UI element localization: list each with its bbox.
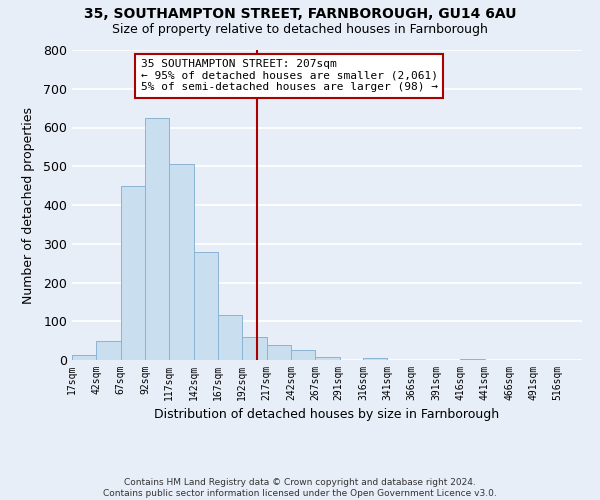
X-axis label: Distribution of detached houses by size in Farnborough: Distribution of detached houses by size …	[154, 408, 500, 422]
Text: 35, SOUTHAMPTON STREET, FARNBOROUGH, GU14 6AU: 35, SOUTHAMPTON STREET, FARNBOROUGH, GU1…	[84, 8, 516, 22]
Y-axis label: Number of detached properties: Number of detached properties	[22, 106, 35, 304]
Bar	[97, 340, 121, 360]
Bar	[460, 359, 485, 360]
Bar	[121, 186, 145, 360]
Bar	[291, 350, 316, 360]
Bar	[363, 358, 388, 360]
Bar	[218, 314, 242, 360]
Bar	[72, 356, 97, 360]
Bar	[169, 164, 194, 360]
Bar	[316, 357, 340, 360]
Bar	[242, 337, 266, 360]
Text: 35 SOUTHAMPTON STREET: 207sqm
← 95% of detached houses are smaller (2,061)
5% of: 35 SOUTHAMPTON STREET: 207sqm ← 95% of d…	[141, 60, 438, 92]
Text: Contains HM Land Registry data © Crown copyright and database right 2024.
Contai: Contains HM Land Registry data © Crown c…	[103, 478, 497, 498]
Bar	[266, 346, 291, 360]
Bar	[194, 252, 218, 360]
Bar	[145, 118, 169, 360]
Text: Size of property relative to detached houses in Farnborough: Size of property relative to detached ho…	[112, 22, 488, 36]
